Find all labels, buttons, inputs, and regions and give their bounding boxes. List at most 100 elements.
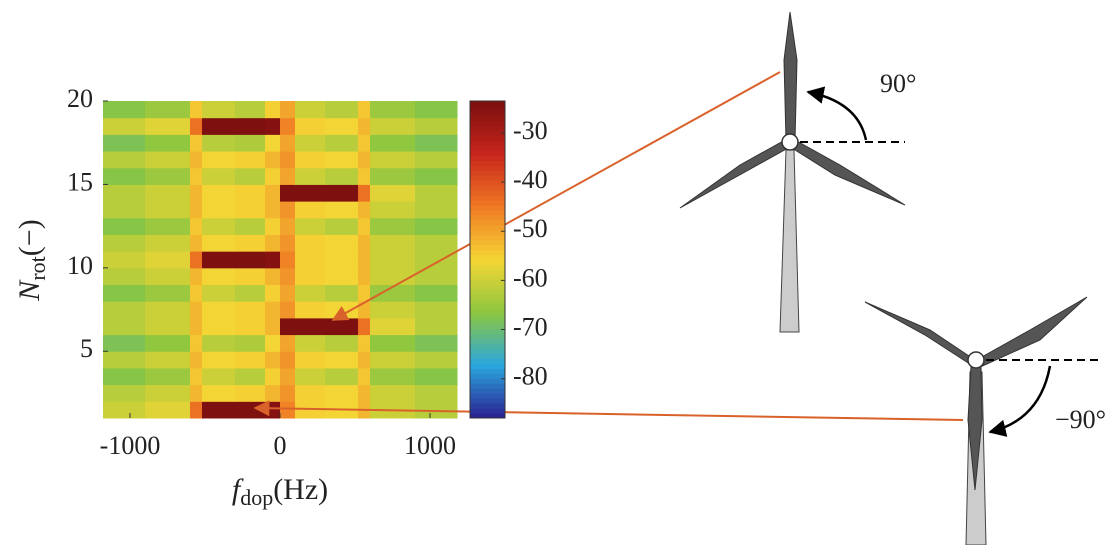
heat-cell — [202, 234, 236, 251]
heat-cell — [145, 351, 191, 368]
colorbar-swatch — [470, 398, 505, 403]
heat-cell — [103, 101, 146, 118]
heat-cell — [103, 251, 146, 268]
heat-cell — [265, 168, 281, 185]
heat-cell — [325, 234, 359, 251]
colorbar-swatch — [470, 200, 505, 205]
heat-cell — [202, 134, 236, 151]
heat-cell — [370, 268, 416, 285]
colorbar-swatch — [470, 215, 505, 220]
colorbar-tick-label: -50 — [513, 214, 548, 243]
heat-cell — [280, 401, 296, 418]
heat-cell — [103, 318, 146, 335]
heat-cell — [295, 318, 326, 335]
heat-cell — [325, 118, 359, 135]
x-label-sub: dop — [240, 485, 273, 510]
heat-cell — [145, 151, 191, 168]
heat-cell — [280, 285, 296, 302]
heat-cell — [358, 318, 371, 335]
heat-cell — [235, 401, 266, 418]
colorbar-swatch — [470, 245, 505, 250]
heat-cell — [415, 201, 458, 218]
heat-cell — [415, 151, 458, 168]
heat-cell — [103, 118, 146, 135]
heat-cell — [103, 184, 146, 201]
heat-cell — [265, 184, 281, 201]
colorbar-tick-label: -30 — [513, 116, 548, 145]
heat-cell — [295, 101, 326, 118]
heat-cell — [235, 385, 266, 402]
colorbar-swatch — [470, 250, 505, 255]
colorbar-swatch — [470, 151, 505, 156]
heat-cell — [103, 218, 146, 235]
heat-cell — [358, 118, 371, 135]
colorbar-swatch — [470, 210, 505, 215]
heat-cell — [235, 218, 266, 235]
heat-cell — [325, 134, 359, 151]
heat-cell — [325, 251, 359, 268]
heat-cell — [202, 335, 236, 352]
colorbar-swatch — [470, 359, 505, 364]
heat-cell — [235, 151, 266, 168]
heat-cell — [190, 335, 203, 352]
heat-cell — [358, 385, 371, 402]
heat-cell — [145, 234, 191, 251]
heat-cell — [358, 268, 371, 285]
heat-cell — [370, 318, 416, 335]
heat-cell — [280, 218, 296, 235]
colorbar-swatch — [470, 155, 505, 160]
heat-cell — [265, 101, 281, 118]
heat-cell — [265, 285, 281, 302]
colorbar-swatch — [470, 106, 505, 111]
colorbar-swatch — [470, 165, 505, 170]
colorbar-swatch — [470, 101, 505, 106]
heat-cell — [190, 151, 203, 168]
heat-cell — [280, 201, 296, 218]
colorbar-swatch — [470, 264, 505, 269]
heat-cell — [145, 168, 191, 185]
heat-cell — [202, 118, 236, 135]
heat-cell — [265, 318, 281, 335]
y-axis-label: Nrot(−) — [13, 219, 50, 301]
heat-cell — [415, 218, 458, 235]
heat-cell — [325, 335, 359, 352]
heat-cell — [358, 151, 371, 168]
heat-cell — [325, 351, 359, 368]
heat-cell — [265, 251, 281, 268]
heat-cell — [295, 218, 326, 235]
colorbar-swatch — [470, 170, 505, 175]
heat-cell — [325, 201, 359, 218]
heat-cell — [145, 368, 191, 385]
colorbar-swatch — [470, 205, 505, 210]
colorbar-swatch — [470, 324, 505, 329]
heat-cell — [145, 201, 191, 218]
y-tick-label: 15 — [67, 167, 93, 196]
heat-cell — [295, 184, 326, 201]
angle-label: −90° — [1055, 405, 1106, 434]
heat-cell — [370, 218, 416, 235]
heat-cell — [103, 168, 146, 185]
heat-cell — [325, 318, 359, 335]
heat-cell — [202, 318, 236, 335]
heat-cell — [280, 301, 296, 318]
heat-cell — [358, 335, 371, 352]
heat-cell — [235, 251, 266, 268]
colorbar-swatch — [470, 284, 505, 289]
heat-cell — [415, 368, 458, 385]
colorbar-swatch — [470, 309, 505, 314]
heat-cell — [295, 268, 326, 285]
colorbar-swatch — [470, 160, 505, 165]
heat-cell — [145, 268, 191, 285]
y-tick-label: 10 — [67, 251, 93, 280]
colorbar-swatch — [470, 121, 505, 126]
colorbar-swatch — [470, 131, 505, 136]
heat-cell — [190, 118, 203, 135]
x-axis-label: fdop(Hz) — [232, 473, 328, 510]
heat-cell — [190, 234, 203, 251]
colorbar-swatch — [470, 378, 505, 383]
colorbar-swatch — [470, 111, 505, 116]
colorbar-swatch — [470, 334, 505, 339]
heat-cell — [103, 385, 146, 402]
heat-cell — [370, 234, 416, 251]
heat-cell — [202, 168, 236, 185]
